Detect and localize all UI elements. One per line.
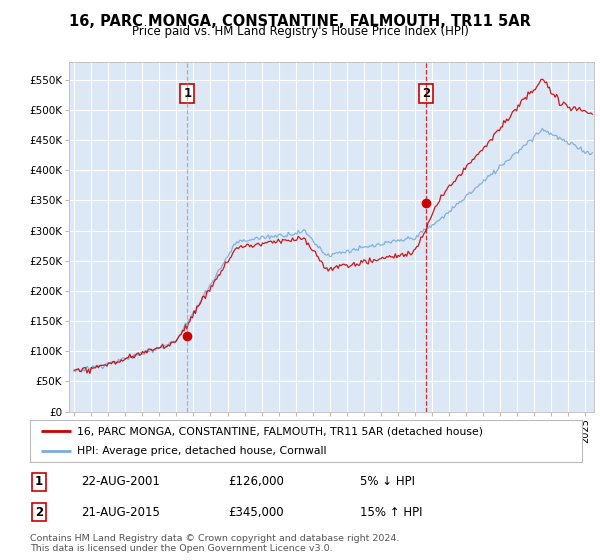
Text: HPI: Average price, detached house, Cornwall: HPI: Average price, detached house, Corn…	[77, 446, 326, 456]
Text: 1: 1	[184, 87, 191, 100]
Text: 15% ↑ HPI: 15% ↑ HPI	[360, 506, 422, 519]
Text: 2: 2	[422, 87, 430, 100]
Text: 2: 2	[35, 506, 43, 519]
Text: Contains HM Land Registry data © Crown copyright and database right 2024.
This d: Contains HM Land Registry data © Crown c…	[30, 534, 400, 553]
Text: 16, PARC MONGA, CONSTANTINE, FALMOUTH, TR11 5AR (detached house): 16, PARC MONGA, CONSTANTINE, FALMOUTH, T…	[77, 426, 483, 436]
Text: 1: 1	[35, 475, 43, 488]
Text: Price paid vs. HM Land Registry's House Price Index (HPI): Price paid vs. HM Land Registry's House …	[131, 25, 469, 38]
Text: 16, PARC MONGA, CONSTANTINE, FALMOUTH, TR11 5AR: 16, PARC MONGA, CONSTANTINE, FALMOUTH, T…	[69, 14, 531, 29]
Text: £126,000: £126,000	[228, 475, 284, 488]
Text: 21-AUG-2015: 21-AUG-2015	[81, 506, 160, 519]
Text: 22-AUG-2001: 22-AUG-2001	[81, 475, 160, 488]
Text: 5% ↓ HPI: 5% ↓ HPI	[360, 475, 415, 488]
Text: £345,000: £345,000	[228, 506, 284, 519]
